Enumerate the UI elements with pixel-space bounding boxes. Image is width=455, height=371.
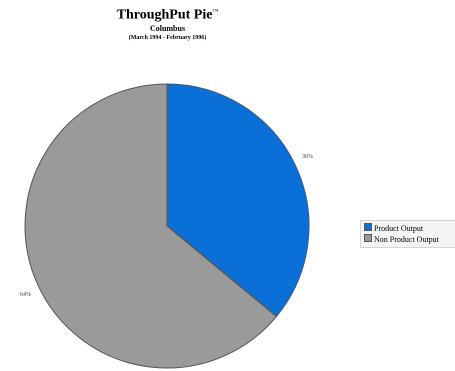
legend-label: Product Output bbox=[374, 224, 424, 233]
legend-swatch bbox=[364, 234, 372, 242]
legend-item: Non Product Output bbox=[364, 234, 455, 245]
legend-label: Non Product Output bbox=[374, 235, 439, 244]
pie-slice-product-output bbox=[166, 83, 310, 318]
legend-swatch bbox=[364, 223, 372, 231]
data-label-non-product-output: 64% bbox=[20, 292, 31, 298]
title-block: ThroughPut Pie™ Columbus (March 1994 - F… bbox=[0, 4, 335, 43]
legend: Product Output Non Product Output bbox=[360, 220, 455, 248]
chart-subtitle: Columbus bbox=[149, 23, 186, 33]
pie-slice-non-product-output bbox=[24, 83, 278, 369]
legend-item: Product Output bbox=[364, 223, 455, 234]
chart-title: ThroughPut Pie™ bbox=[116, 7, 219, 23]
trademark-mark: ™ bbox=[212, 9, 219, 15]
chart-period: (March 1994 - February 1996) bbox=[128, 34, 207, 41]
data-label-product-output: 36% bbox=[302, 154, 313, 160]
